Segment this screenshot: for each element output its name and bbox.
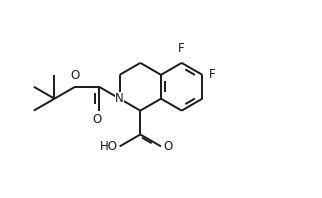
Text: F: F [209, 68, 216, 81]
Text: N: N [115, 92, 124, 105]
Text: O: O [71, 69, 80, 82]
Text: O: O [164, 140, 173, 153]
Text: HO: HO [100, 140, 118, 153]
Text: F: F [178, 42, 185, 55]
Text: O: O [93, 113, 102, 126]
